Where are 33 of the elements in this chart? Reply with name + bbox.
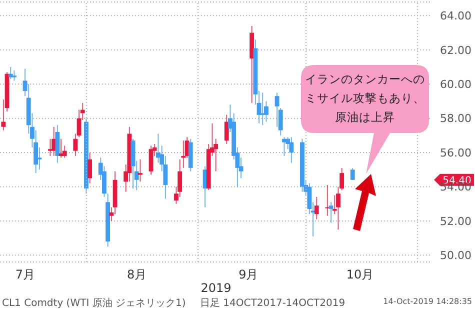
candlestick [55,124,60,164]
text: CL1 Comdty (WTI 原油 ジェネリック1) [2,296,186,309]
x-tick-label: 9月 [238,268,258,282]
annotation: イランのタンカーへのミサイル攻撃もあり、原油は上昇 [304,71,426,126]
candlestick [314,196,319,220]
candlestick [289,136,294,164]
candlestick [88,152,92,184]
x-axis-title: 2019 [200,281,232,295]
y-tick-label: 58.00 [440,112,472,126]
y-tick-label: 60.00 [440,78,472,92]
candlestick [48,138,52,156]
candlestick [224,114,229,144]
y-tick-label: 52.00 [440,214,472,228]
candlestick [12,70,16,82]
y-tick-label: 50.00 [440,249,472,262]
speech-bubble: イランのタンカーへのミサイル攻撃もあり、原油は上昇 [300,64,430,176]
y-tick-label: 62.00 [440,44,472,57]
candlestick [350,167,355,180]
candlestick [181,140,186,168]
candlestick [8,66,13,80]
x-tick-label: 8月 [126,268,147,282]
x-tick-label: 10月 [346,268,374,282]
candlestick [260,92,265,126]
candlestick [138,158,142,182]
text: 14-Oct-2019 14:28:35 [383,297,472,306]
candlestick [328,202,334,224]
candlestick [148,145,154,176]
y-tick-label: 64.00 [440,10,472,23]
y-tick-label: 56.00 [440,146,472,160]
candlestick [274,92,280,128]
candlestick [37,146,42,170]
text: 日足 14OCT2017-14OCT2019 [200,297,346,309]
x-tick-label: 7月 [15,268,36,282]
